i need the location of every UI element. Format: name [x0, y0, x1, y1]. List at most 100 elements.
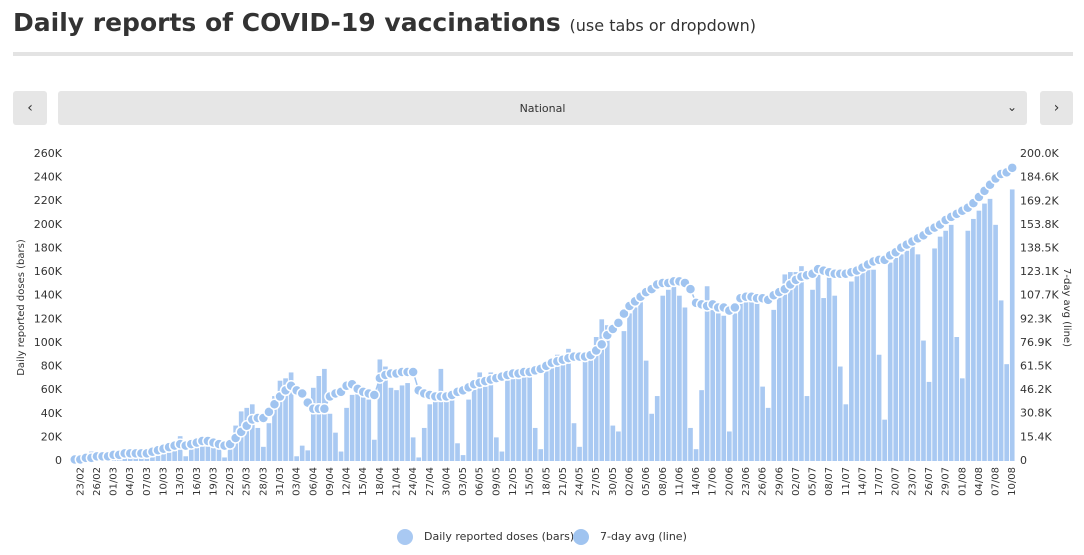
bar: [543, 368, 549, 461]
bar: [294, 456, 299, 461]
x-tick-label: 15/04: [358, 467, 369, 496]
x-tick-label: 17/07: [874, 467, 885, 496]
bar: [837, 366, 843, 461]
bar: [272, 396, 277, 461]
x-tick-label: 05/07: [808, 467, 819, 496]
bar: [161, 451, 166, 461]
y-tick-label: 80K: [41, 360, 63, 373]
bar: [1009, 189, 1015, 461]
x-tick-label: 03/05: [458, 467, 469, 496]
x-tick-label: 23/06: [741, 467, 752, 496]
legend-label: 7-day avg (line): [600, 530, 687, 543]
bar: [255, 427, 261, 461]
bar: [937, 236, 943, 461]
y2-tick-label: 92.3K: [1020, 312, 1052, 325]
bar: [588, 354, 593, 461]
x-tick-label: 26/02: [92, 467, 103, 496]
x-tick-label: 31/03: [275, 467, 286, 496]
bar: [283, 378, 288, 461]
bar: [521, 372, 527, 461]
prev-button[interactable]: ‹: [13, 91, 47, 125]
bar: [532, 427, 538, 461]
bar: [693, 449, 699, 461]
bar: [710, 307, 716, 461]
next-button[interactable]: ›: [1040, 91, 1073, 125]
bar: [654, 396, 660, 461]
x-tick-label: 02/06: [624, 467, 635, 496]
bar: [665, 289, 671, 461]
bar: [604, 325, 610, 461]
y-tick-label: 220K: [34, 194, 63, 207]
bar: [671, 286, 677, 461]
y2-tick-label: 76.9K: [1020, 336, 1052, 349]
y2-tick-label: 123.1K: [1020, 265, 1059, 278]
bar: [959, 378, 965, 461]
bar: [416, 457, 422, 461]
bar: [482, 378, 488, 461]
y-tick-label: 260K: [34, 147, 63, 160]
bar: [421, 427, 427, 461]
bar: [405, 383, 410, 461]
y2-tick-label: 0: [1020, 454, 1027, 467]
bar: [726, 431, 732, 461]
divider: [13, 52, 1073, 56]
bar: [344, 407, 349, 461]
bar: [310, 387, 316, 461]
dropdown[interactable]: National ⌄: [58, 91, 1027, 125]
bar: [649, 413, 654, 461]
line-point: [1006, 162, 1018, 174]
bar: [982, 203, 987, 461]
bar: [860, 266, 865, 461]
bar: [1004, 364, 1010, 461]
y2-tick-label: 138.5K: [1020, 241, 1059, 254]
bar: [227, 446, 233, 461]
x-tick-label: 24/05: [575, 467, 586, 496]
y-tick-label: 100K: [34, 336, 63, 349]
bar: [172, 444, 177, 461]
bar: [627, 313, 632, 461]
bar: [355, 390, 361, 461]
bar: [610, 425, 616, 461]
bar: [577, 446, 582, 461]
bar: [976, 210, 982, 461]
x-tick-label: 20/06: [724, 467, 735, 496]
x-tick-label: 14/06: [691, 467, 702, 496]
bar: [915, 254, 921, 461]
x-tick-label: 11/07: [841, 467, 852, 496]
bar: [327, 413, 333, 461]
bar: [954, 337, 960, 461]
x-tick-label: 12/04: [342, 467, 353, 496]
bar: [349, 394, 355, 461]
bar: [882, 419, 887, 461]
y2-tick-label: 15.4K: [1020, 430, 1052, 443]
x-tick-label: 27/04: [425, 467, 436, 496]
bar: [377, 359, 383, 461]
bar: [721, 315, 727, 461]
x-tick-label: 09/04: [325, 467, 336, 496]
y2-tick-label: 200.0K: [1020, 147, 1059, 160]
bar: [555, 354, 560, 461]
bar: [660, 295, 666, 461]
bar: [843, 404, 849, 461]
legend-marker: [573, 529, 589, 545]
bar: [638, 301, 643, 461]
x-tick-label: 07/08: [991, 467, 1002, 496]
bar: [876, 354, 882, 461]
bar: [910, 242, 915, 461]
y-tick-label: 160K: [34, 265, 63, 278]
y-tick-label: 40K: [41, 407, 63, 420]
legend-marker: [397, 529, 413, 545]
bar: [288, 372, 294, 461]
x-tick-label: 17/06: [708, 467, 719, 496]
bar: [810, 289, 815, 461]
bar: [438, 368, 444, 461]
subtitle: (use tabs or dropdown): [569, 16, 757, 35]
x-tick-label: 10/08: [1007, 467, 1018, 496]
bar: [549, 360, 555, 461]
x-tick-label: 29/06: [774, 467, 785, 496]
x-tick-label: 25/03: [242, 467, 253, 496]
bar: [222, 457, 227, 461]
x-tick-label: 30/04: [441, 467, 452, 496]
bar: [865, 260, 871, 461]
x-tick-label: 01/03: [109, 467, 120, 496]
